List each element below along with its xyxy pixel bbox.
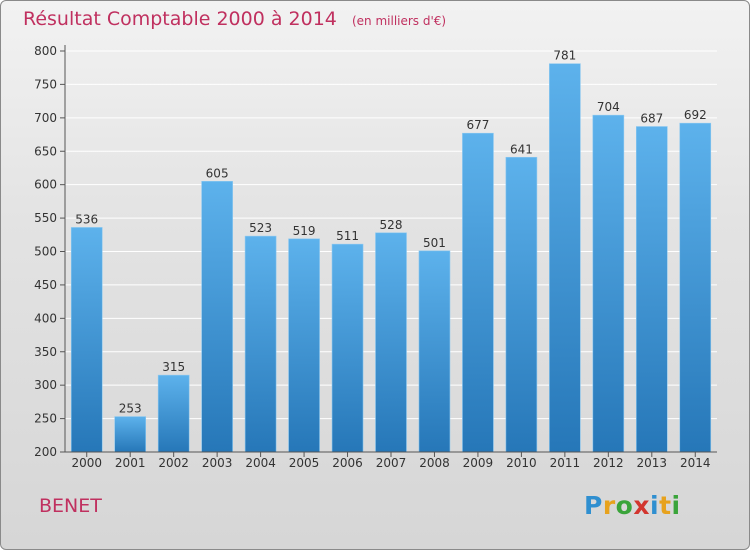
axes: 200 250 300 350 400 450 500 550 600 650 700 750 800 2… xyxy=(34,44,717,470)
bar-2002 xyxy=(157,374,190,453)
data-label: 605 xyxy=(206,166,229,180)
x-tick-label: 2008 xyxy=(419,456,450,470)
logo-letter: i xyxy=(650,491,660,520)
bar-2009 xyxy=(462,132,494,453)
bar-2005 xyxy=(288,238,320,453)
title-row: Résultat Comptable 2000 à 2014 (en milli… xyxy=(23,8,446,30)
chart-title: Résultat Comptable 2000 à 2014 xyxy=(23,8,337,30)
x-tick-label: 2010 xyxy=(506,456,537,470)
x-tick-label: 2012 xyxy=(593,456,624,470)
data-label: 677 xyxy=(466,118,489,132)
bars: 536 253 315 605 523 519 511 528 501 677 641 781 704 6… xyxy=(70,49,712,453)
bar-2010 xyxy=(505,156,538,453)
x-tick-label: 2014 xyxy=(680,456,711,470)
proxiti-logo: Proxiti xyxy=(584,491,681,520)
bar-2011 xyxy=(549,63,581,453)
data-label: 692 xyxy=(684,108,707,122)
bar-2004 xyxy=(244,235,277,453)
logo-letter: x xyxy=(633,491,650,520)
x-tick-label: 2005 xyxy=(289,456,320,470)
logo-letter: t xyxy=(659,491,672,520)
bar-2007 xyxy=(375,232,407,453)
x-tick-label: 2013 xyxy=(637,456,668,470)
data-label: 501 xyxy=(423,236,446,250)
bar-2000 xyxy=(70,227,103,453)
data-label: 704 xyxy=(597,100,620,114)
x-tick-label: 2011 xyxy=(550,456,581,470)
y-tick-label: 400 xyxy=(34,311,57,325)
data-label: 315 xyxy=(162,360,185,374)
x-tick-label: 2006 xyxy=(332,456,363,470)
data-label: 253 xyxy=(119,402,142,416)
bar-2001 xyxy=(114,416,146,453)
x-tick-label: 2004 xyxy=(245,456,276,470)
data-label: 536 xyxy=(75,212,98,226)
x-tick-label: 2007 xyxy=(376,456,407,470)
bar-2003 xyxy=(201,181,233,453)
y-tick-label: 300 xyxy=(34,378,57,392)
logo-letter: o xyxy=(615,491,634,520)
bar-2006 xyxy=(331,243,364,453)
logo-letter: r xyxy=(602,491,616,520)
data-label: 511 xyxy=(336,229,359,243)
x-tick-label: 2009 xyxy=(463,456,494,470)
y-tick-label: 500 xyxy=(34,245,57,259)
data-label: 519 xyxy=(293,224,316,238)
y-tick-label: 250 xyxy=(34,412,57,426)
x-tick-label: 2001 xyxy=(115,456,146,470)
bar-2008 xyxy=(418,250,451,453)
data-label: 687 xyxy=(640,112,663,126)
data-label: 641 xyxy=(510,142,533,156)
x-tick-label: 2003 xyxy=(202,456,233,470)
data-label: 781 xyxy=(553,49,576,63)
data-label: 528 xyxy=(380,218,403,232)
chart-unit: (en milliers d'€) xyxy=(351,14,447,28)
y-tick-label: 450 xyxy=(34,278,57,292)
y-tick-label: 750 xyxy=(34,77,57,91)
y-tick-label: 700 xyxy=(34,111,57,125)
logo-letter: i xyxy=(671,491,681,520)
y-tick-label: 650 xyxy=(34,144,57,158)
commune-name: BENET xyxy=(39,495,102,517)
x-tick-label: 2000 xyxy=(71,456,102,470)
data-label: 523 xyxy=(249,221,272,235)
y-tick-label: 600 xyxy=(34,178,57,192)
bar-2014 xyxy=(679,122,712,453)
y-tick-label: 200 xyxy=(34,445,57,459)
y-tick-label: 550 xyxy=(34,211,57,225)
bar-2013 xyxy=(635,126,668,453)
logo-letter: P xyxy=(584,491,603,520)
y-tick-label: 350 xyxy=(34,345,57,359)
x-tick-label: 2002 xyxy=(158,456,189,470)
bar-2012 xyxy=(592,114,625,453)
y-tick-label: 800 xyxy=(34,44,57,58)
